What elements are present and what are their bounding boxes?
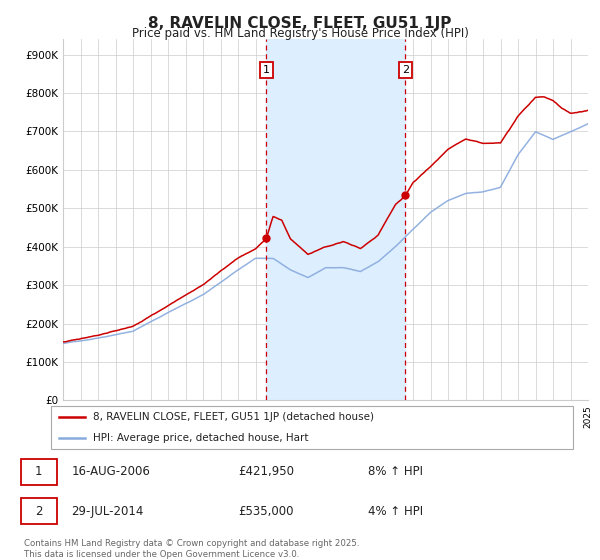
FancyBboxPatch shape [50,405,574,450]
Text: 2: 2 [402,65,409,75]
Text: Contains HM Land Registry data © Crown copyright and database right 2025.
This d: Contains HM Land Registry data © Crown c… [24,539,359,559]
Text: 8% ↑ HPI: 8% ↑ HPI [368,465,422,478]
Text: 16-AUG-2006: 16-AUG-2006 [71,465,151,478]
Text: Price paid vs. HM Land Registry's House Price Index (HPI): Price paid vs. HM Land Registry's House … [131,27,469,40]
Text: 2: 2 [35,505,43,517]
FancyBboxPatch shape [21,498,58,524]
Bar [266,39,406,400]
Text: £421,950: £421,950 [238,465,294,478]
FancyBboxPatch shape [21,459,58,484]
Text: 8, RAVELIN CLOSE, FLEET, GU51 1JP (detached house): 8, RAVELIN CLOSE, FLEET, GU51 1JP (detac… [93,412,374,422]
Text: 29-JUL-2014: 29-JUL-2014 [71,505,144,517]
Text: 8, RAVELIN CLOSE, FLEET, GU51 1JP: 8, RAVELIN CLOSE, FLEET, GU51 1JP [148,16,452,31]
Text: £535,000: £535,000 [238,505,293,517]
Text: 1: 1 [263,65,270,75]
Text: 1: 1 [35,465,43,478]
Text: 4% ↑ HPI: 4% ↑ HPI [368,505,423,517]
Text: HPI: Average price, detached house, Hart: HPI: Average price, detached house, Hart [93,433,308,443]
